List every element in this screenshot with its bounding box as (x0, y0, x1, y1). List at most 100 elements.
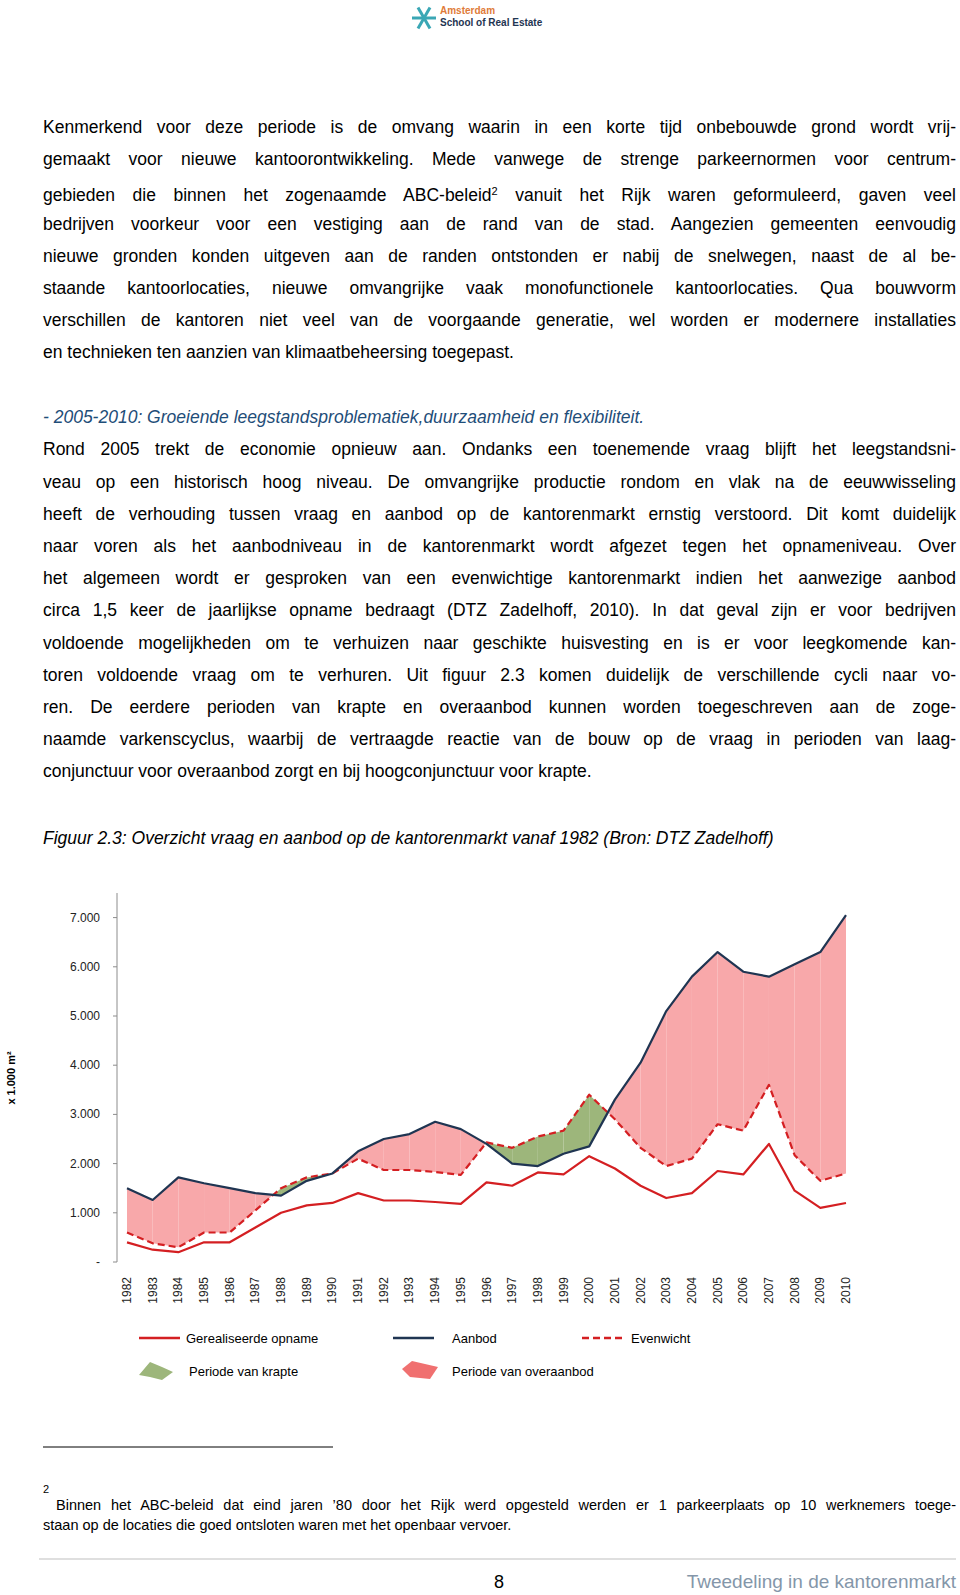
text-line: toren voldoende vraag om te verhuren. Ui… (43, 659, 956, 691)
x-tick-label: 1990 (325, 1277, 339, 1304)
y-tick (113, 1016, 117, 1017)
footnote-mark: 2 (43, 1483, 49, 1495)
x-tick-label: 2008 (788, 1277, 802, 1304)
logo: AmsterdamSchool of Real Estate (412, 5, 543, 28)
y-tick (113, 1262, 117, 1263)
y-tick (113, 1065, 117, 1066)
text-line: bedrijven voorkeur voor een vestiging aa… (43, 208, 956, 240)
text-line: en technieken ten aanzien van klimaatbeh… (43, 336, 956, 368)
text-line: Rond 2005 trekt de economie opnieuw aan.… (43, 433, 956, 465)
x-tick-label: 2009 (813, 1277, 827, 1304)
series-line (127, 915, 846, 1200)
figure-caption: Figuur 2.3: Overzicht vraag en aanbod op… (43, 822, 774, 854)
y-tick-label: 7.000 (70, 911, 100, 925)
section-heading: - 2005-2010: Groeiende leegstandsproblem… (43, 401, 644, 433)
y-tick (113, 1212, 117, 1213)
overaanbod-area (358, 1139, 384, 1170)
footnote-line: Binnen het ABC-beleid dat eind jaren ’80… (56, 1495, 956, 1515)
legend-swatch (139, 1362, 173, 1380)
x-tick-label: 2007 (762, 1277, 776, 1304)
x-tick-label: 1996 (480, 1277, 494, 1304)
text-line: voldoende mogelijkheden om te verhuizen … (43, 627, 956, 659)
footnote-line: staan op de locaties die goed ontsloten … (43, 1515, 956, 1535)
y-axis-label: x 1.000 m² (5, 1051, 17, 1105)
x-tick-label: 1992 (377, 1277, 391, 1304)
overaanbod-area (384, 1134, 410, 1170)
page-graphics: AmsterdamSchool of Real Estate-1.0002.00… (0, 0, 960, 1595)
x-tick-label: 1995 (454, 1277, 468, 1304)
x-tick-label: 1999 (557, 1277, 571, 1304)
text-segment: gebieden die binnen het zogenaamde ABC-b… (43, 185, 492, 205)
x-tick-label: 2006 (736, 1277, 750, 1304)
legend-label: Evenwicht (631, 1331, 691, 1346)
x-tick-label: 2002 (634, 1277, 648, 1304)
plot-area (127, 915, 846, 1252)
overaanbod-area (692, 952, 718, 1159)
logo-icon (418, 8, 424, 18)
text-line: circa 1,5 keer de jaarlijkse opname bedr… (43, 594, 956, 626)
legend-label: Periode van krapte (189, 1364, 298, 1379)
text-line: naamde varkenscyclus, waarbij de vertraa… (43, 723, 956, 755)
footer-rule (39, 1559, 956, 1560)
text-line: veau op een historisch hoog niveau. De o… (43, 466, 956, 498)
x-tick-label: 2000 (582, 1277, 596, 1304)
overaanbod-area (204, 1183, 230, 1232)
text-line: heeft de verhouding tussen vraag en aanb… (43, 498, 956, 530)
x-tick-label: 1983 (146, 1277, 160, 1304)
chart: -1.0002.0003.0004.0005.0006.0007.000x 1.… (5, 893, 853, 1380)
y-tick (113, 1114, 117, 1115)
x-tick-label: 1987 (248, 1277, 262, 1304)
legend-swatch (582, 1337, 623, 1340)
text-line: Kenmerkend voor deze periode is de omvan… (43, 111, 956, 143)
x-tick-label: 2005 (711, 1277, 725, 1304)
text-line: gemaakt voor nieuwe kantoorontwikkeling.… (43, 143, 956, 175)
footnote-ref: 2 (492, 185, 498, 197)
legend: Gerealiseerde opnameAanbodEvenwichtPerio… (139, 1331, 691, 1381)
footnote-rule (43, 1447, 333, 1448)
x-tick-label: 1998 (531, 1277, 545, 1304)
logo-icon (424, 8, 430, 18)
x-tick-label: 1982 (120, 1277, 134, 1304)
overaanbod-area (641, 1011, 667, 1166)
x-tick-label: 1985 (197, 1277, 211, 1304)
y-axis (117, 893, 118, 1262)
legend-label: Gerealiseerde opname (186, 1331, 318, 1346)
overaanbod-area (230, 1188, 256, 1232)
text-line: ren. De eerdere perioden van krapte en o… (43, 691, 956, 723)
series-line (127, 1085, 846, 1247)
text-line: nieuwe gronden konden uitgeven aan de ra… (43, 240, 956, 272)
y-tick (113, 1163, 117, 1164)
krapte-area (512, 1137, 538, 1167)
x-tick-label: 1997 (505, 1277, 519, 1304)
overaanbod-area (178, 1177, 204, 1247)
logo-text: Amsterdam (440, 5, 495, 16)
logo-icon (424, 18, 430, 28)
series-line (127, 1144, 846, 1252)
y-tick-label: 6.000 (70, 960, 100, 974)
text-line: naar voren als het aanbodniveau in de ka… (43, 530, 956, 562)
x-tick-label: 1984 (171, 1277, 185, 1304)
x-tick-label: 2003 (659, 1277, 673, 1304)
x-tick-label: 1991 (351, 1277, 365, 1304)
footer-title: Tweedeling in de kantorenmarkt (687, 1571, 957, 1592)
overaanbod-area (769, 964, 795, 1155)
text-line: gebieden die binnen het zogenaamde ABC-b… (43, 175, 956, 207)
text-line: het algemeen wordt er gesproken van een … (43, 562, 956, 594)
y-tick-label: 3.000 (70, 1107, 100, 1121)
overaanbod-area (718, 952, 744, 1131)
text-line: staande kantoorlocaties, nieuwe omvangri… (43, 272, 956, 304)
overaanbod-area (795, 952, 821, 1181)
text-line: conjunctuur voor overaanbod zorgt en bij… (43, 755, 956, 787)
x-tick-label: 1989 (300, 1277, 314, 1304)
y-tick-label: 1.000 (70, 1206, 100, 1220)
y-tick-label: - (96, 1255, 100, 1269)
x-tick-label: 2004 (685, 1277, 699, 1304)
x-tick-label: 1988 (274, 1277, 288, 1304)
x-tick-label: 2001 (608, 1277, 622, 1304)
legend-label: Periode van overaanbod (452, 1364, 594, 1379)
x-tick-label: 1994 (428, 1277, 442, 1304)
page-number: 8 (494, 1572, 504, 1592)
text-line: verschillen de kantoren niet veel van de… (43, 304, 956, 336)
logo-icon (418, 18, 424, 28)
overaanbod-area (435, 1122, 461, 1175)
